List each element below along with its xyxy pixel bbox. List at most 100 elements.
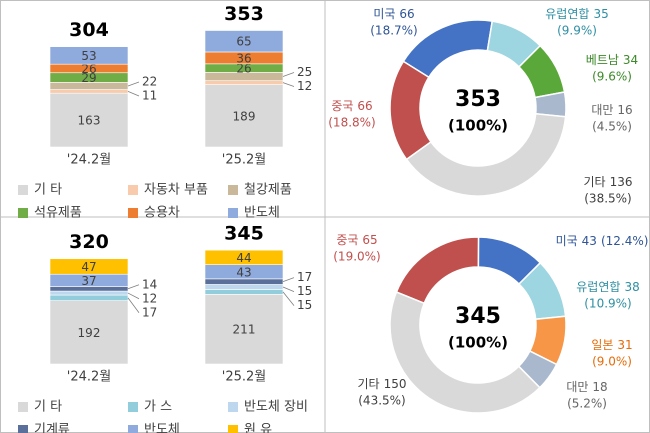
leader-line (127, 297, 140, 313)
leader-line (282, 277, 295, 283)
legend-label: 반도체 (144, 423, 180, 433)
segment-label: 189 (233, 109, 256, 123)
slice-label: 유럽연합 35 (545, 7, 608, 21)
segment-label: 163 (78, 114, 101, 128)
bar-segment (49, 294, 129, 301)
segment-label: 211 (233, 323, 256, 337)
slice-name: 일본 (591, 338, 613, 352)
center-share: (100%) (448, 334, 508, 352)
segment-label: 12 (142, 291, 157, 305)
bar-segment (49, 300, 129, 365)
slice-amount: 31 (617, 338, 632, 352)
slice-label: 중국 66 (331, 99, 372, 113)
bar-segment (49, 89, 129, 94)
slice-label: 베트남 34 (586, 53, 638, 67)
legend-label: 반도체 (244, 206, 280, 221)
bar-segment (49, 46, 129, 65)
legend-swatch (128, 402, 138, 412)
segment-label: 12 (297, 79, 312, 93)
segment-label: 29 (81, 71, 96, 85)
slice-name: 베트남 (586, 53, 619, 67)
slice-amount: 65 (362, 233, 377, 247)
segment-label: 37 (81, 274, 96, 288)
leader-line (282, 286, 295, 293)
slice-name: 기타 (358, 377, 380, 391)
slice-label: 유럽연합 38 (576, 280, 639, 294)
category-label: '24.2월 (67, 370, 111, 385)
legend-swatch (228, 185, 238, 195)
slice-label: 미국 66 (373, 7, 414, 21)
slice-share: (9.6%) (592, 70, 632, 84)
bar-segment (204, 30, 284, 53)
slice-name: 중국 (336, 233, 358, 247)
legend-label: 철강제품 (244, 183, 292, 198)
slice-amount: 34 (623, 53, 638, 67)
slice-share: (18.8%) (328, 116, 375, 130)
segment-label: 25 (297, 65, 312, 79)
segment-label: 192 (78, 326, 101, 340)
slice-label: 기타 136 (584, 175, 633, 189)
slice-share: (43.5%) (358, 394, 405, 408)
total-label: 345 (224, 223, 264, 245)
slice-label: 중국 65 (336, 233, 377, 247)
slice-label: 대만 18 (566, 380, 607, 394)
segment-label: 17 (297, 270, 312, 284)
slice-amount: 66 (399, 7, 414, 21)
category-label: '24.2월 (67, 153, 111, 168)
slice-label: 대만 16 (591, 103, 632, 117)
leader-line (127, 91, 140, 97)
slice-name: 미국 (373, 7, 395, 21)
slice-name: 유럽연합 (545, 7, 589, 21)
slice-amount: 136 (610, 175, 633, 189)
slice-amount: 38 (624, 280, 639, 294)
slice-label: 기타 150 (358, 377, 407, 391)
segment-label: 36 (236, 51, 251, 65)
legend-swatch (18, 185, 28, 195)
category-label: '25.2월 (222, 153, 266, 168)
legend-swatch (18, 425, 28, 433)
bar-segment (49, 92, 129, 148)
legend-swatch (228, 208, 238, 218)
bar-segment (49, 290, 129, 296)
segment-label: 44 (236, 251, 251, 265)
donut-slice (389, 291, 541, 414)
center-total: 353 (455, 87, 501, 112)
slice-name: 기타 (584, 175, 606, 189)
slice-name: 대만 (566, 380, 588, 394)
bar-segment (204, 294, 284, 365)
slice-label: 미국 43 (12.4%) (556, 234, 649, 248)
donut-slice (389, 60, 432, 161)
segment-label: 14 (142, 277, 157, 291)
segment-label: 26 (236, 62, 251, 76)
leader-line (127, 284, 140, 290)
slice-share: (19.0%) (333, 250, 380, 264)
slice-share: (18.7%) (370, 24, 417, 38)
leader-line (282, 72, 295, 77)
segment-label: 65 (236, 35, 251, 49)
slice-share: (10.9%) (584, 297, 631, 311)
segment-label: 26 (81, 62, 96, 76)
legend-label: 기 타 (34, 183, 62, 198)
legend-label: 기계류 (34, 423, 70, 433)
segment-label: 53 (81, 49, 96, 63)
legend-label: 석유제품 (34, 206, 82, 221)
legend-swatch (128, 425, 138, 433)
segment-label: 47 (81, 260, 96, 274)
slice-share: (38.5%) (584, 192, 631, 206)
segment-label: 22 (142, 74, 157, 88)
legend-swatch (228, 402, 238, 412)
slice-label: 일본 31 (591, 338, 632, 352)
segment-label: 17 (142, 305, 157, 319)
total-label: 304 (69, 19, 109, 41)
legend-swatch (128, 208, 138, 218)
slice-amount: 43 (582, 234, 597, 248)
leader-line (127, 81, 140, 87)
segment-label: 43 (236, 265, 251, 279)
bar-segment (204, 80, 284, 85)
legend-label: 승용차 (144, 206, 180, 221)
segment-label: 11 (142, 88, 157, 102)
legend-swatch (18, 208, 28, 218)
total-label: 353 (224, 3, 264, 25)
slice-name: 대만 (591, 103, 613, 117)
